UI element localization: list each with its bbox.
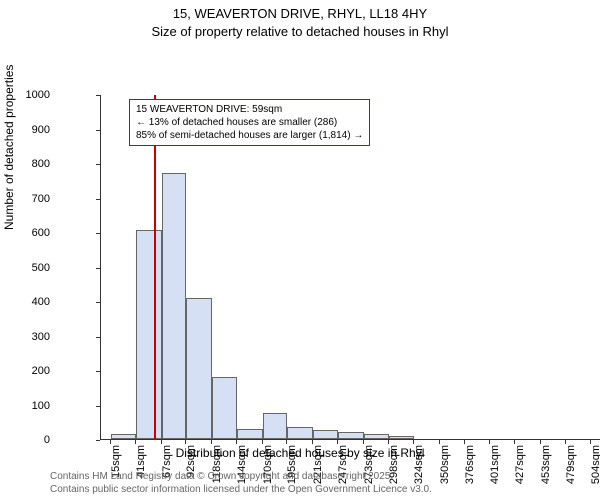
histogram-bar [162, 173, 187, 439]
x-tick-mark [110, 440, 111, 444]
histogram-bar [186, 298, 212, 439]
property-info-box: 15 WEAVERTON DRIVE: 59sqm ← 13% of detac… [129, 99, 370, 146]
y-tick-mark [96, 337, 100, 338]
histogram-bar [136, 230, 162, 439]
x-tick-mark [312, 440, 313, 444]
plot-area: 15 WEAVERTON DRIVE: 59sqm ← 13% of detac… [100, 95, 600, 440]
x-tick-mark [211, 440, 212, 444]
x-tick-mark [161, 440, 162, 444]
info-line-1: 15 WEAVERTON DRIVE: 59sqm [136, 103, 363, 116]
histogram-bar [287, 427, 313, 439]
x-tick-mark [286, 440, 287, 444]
y-tick-mark [96, 371, 100, 372]
chart-title-main: 15, WEAVERTON DRIVE, RHYL, LL18 4HY [0, 6, 600, 21]
x-tick-mark [514, 440, 515, 444]
y-tick-label: 200 [10, 365, 50, 377]
x-tick-mark [540, 440, 541, 444]
y-tick-label: 100 [10, 400, 50, 412]
x-tick-mark [439, 440, 440, 444]
x-tick-mark [337, 440, 338, 444]
y-tick-label: 0 [10, 434, 50, 446]
y-tick-label: 900 [10, 124, 50, 136]
histogram-bar [338, 432, 364, 439]
y-tick-mark [96, 233, 100, 234]
chart-container: 15 WEAVERTON DRIVE: 59sqm ← 13% of detac… [50, 45, 580, 415]
histogram-bar [364, 434, 389, 439]
histogram-bar [237, 429, 263, 439]
y-tick-mark [96, 130, 100, 131]
x-tick-mark [185, 440, 186, 444]
x-tick-mark [590, 440, 591, 444]
y-tick-label: 600 [10, 227, 50, 239]
x-tick-mark [565, 440, 566, 444]
x-tick-mark [363, 440, 364, 444]
info-line-3: 85% of semi-detached houses are larger (… [136, 129, 363, 142]
property-marker-line [154, 95, 156, 440]
x-tick-mark [413, 440, 414, 444]
histogram-bar [389, 436, 415, 439]
footer-line-2: Contains public sector information licen… [50, 483, 432, 496]
y-tick-label: 300 [10, 331, 50, 343]
y-tick-mark [96, 164, 100, 165]
footer-line-1: Contains HM Land Registry data © Crown c… [50, 470, 432, 483]
info-line-2: ← 13% of detached houses are smaller (28… [136, 116, 363, 129]
y-tick-mark [96, 406, 100, 407]
x-tick-mark [262, 440, 263, 444]
x-tick-mark [489, 440, 490, 444]
footer-attribution: Contains HM Land Registry data © Crown c… [50, 470, 432, 496]
y-tick-mark [96, 95, 100, 96]
y-tick-mark [96, 302, 100, 303]
y-tick-mark [96, 440, 100, 441]
y-tick-label: 700 [10, 193, 50, 205]
histogram-bar [111, 434, 137, 439]
x-axis-label: Distribution of detached houses by size … [0, 446, 600, 460]
y-tick-mark [96, 199, 100, 200]
y-tick-label: 800 [10, 158, 50, 170]
x-tick-mark [236, 440, 237, 444]
histogram-bar [263, 413, 288, 439]
y-tick-mark [96, 268, 100, 269]
chart-title-sub: Size of property relative to detached ho… [0, 24, 600, 39]
histogram-bar [212, 377, 238, 439]
y-tick-label: 500 [10, 262, 50, 274]
x-tick-mark [135, 440, 136, 444]
y-tick-label: 400 [10, 296, 50, 308]
x-tick-mark [388, 440, 389, 444]
histogram-bar [313, 430, 339, 439]
y-tick-label: 1000 [10, 89, 50, 101]
x-tick-mark [464, 440, 465, 444]
